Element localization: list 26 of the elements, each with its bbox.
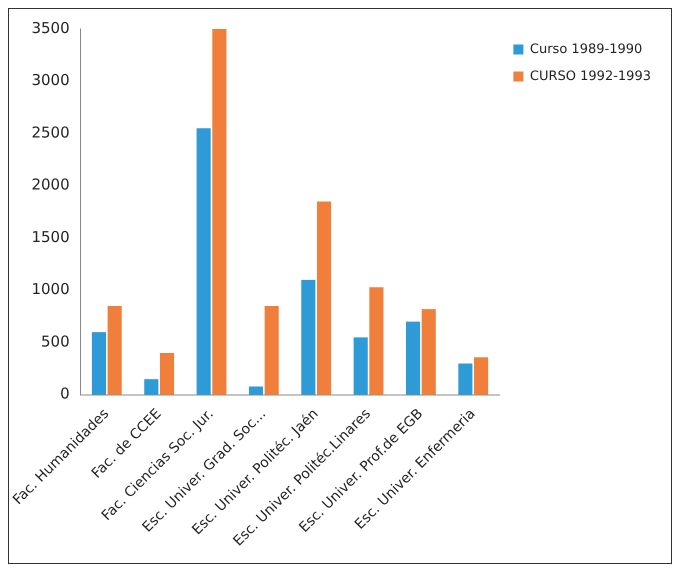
y-tick-label: 0: [60, 384, 70, 403]
y-tick-label: 2000: [31, 176, 70, 194]
bar: [108, 306, 122, 395]
y-tick-label: 3000: [31, 71, 70, 90]
bar: [422, 309, 436, 395]
bar: [316, 201, 332, 395]
y-tick-label: 500: [40, 332, 70, 350]
bar: [369, 287, 384, 395]
bar: [144, 379, 158, 395]
bar: [196, 128, 211, 395]
legend-label: Curso 1989-1990: [530, 42, 642, 57]
legend-label: CURSO 1992-1993: [530, 68, 652, 84]
y-tick-label: 2500: [31, 123, 70, 142]
y-tick-label: 1500: [31, 228, 70, 246]
bar: [160, 353, 174, 395]
bar: [458, 363, 472, 395]
bar: [264, 306, 279, 395]
y-tick-label: 3500: [31, 18, 70, 37]
bar: [354, 337, 368, 395]
bar: [92, 332, 106, 395]
bar: [474, 357, 488, 395]
bar: [212, 29, 226, 395]
y-tick-label: 1000: [31, 280, 70, 298]
bar: [301, 280, 316, 395]
bar: [248, 386, 264, 395]
bar: [406, 322, 420, 395]
